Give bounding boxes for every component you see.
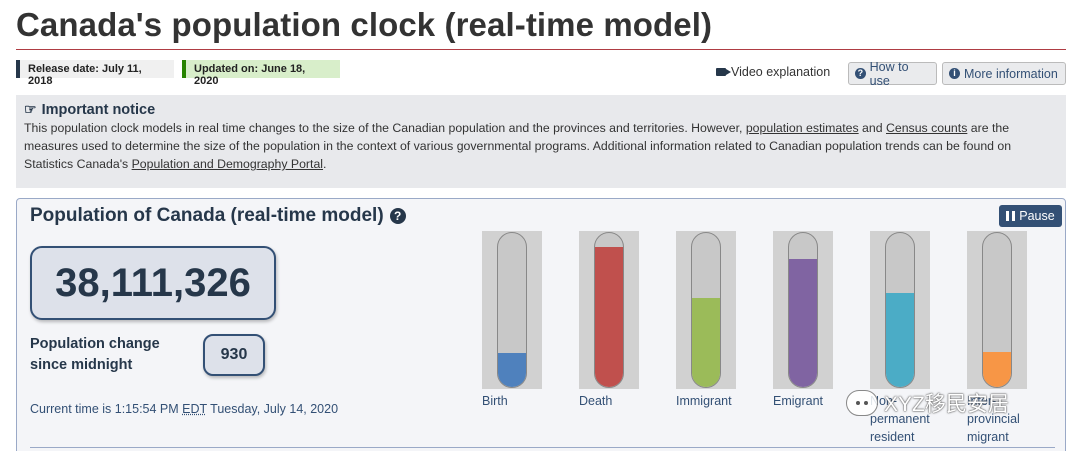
how-to-use-button[interactable]: ? How to use	[848, 59, 937, 88]
gauge-5	[967, 231, 1027, 389]
video-explanation-link[interactable]: Video explanation	[716, 65, 830, 79]
watermark-text: XYZ移民安居	[884, 393, 1009, 416]
pause-label: Pause	[1019, 209, 1055, 223]
gauge-label-line3: migrant	[967, 430, 1009, 444]
population-change-label-line1: Population change	[30, 336, 160, 352]
gauge-label: Emigrant	[773, 392, 823, 410]
population-estimates-link[interactable]: population estimates	[745, 121, 859, 135]
notice-text-1: This population clock models in real tim…	[24, 121, 746, 135]
gauge-label-line2: provincial	[967, 412, 1020, 426]
gauge-label: Immigrant	[676, 392, 732, 410]
gauge-3	[773, 231, 833, 389]
watermark: XYZ移民安居	[846, 388, 1009, 418]
gauge-1	[579, 231, 639, 389]
wechat-logo-icon	[846, 390, 878, 416]
release-date-badge: Release date: July 11, 2018	[16, 60, 174, 87]
notice-text-2: and	[858, 121, 886, 135]
gauge-fill	[789, 259, 817, 387]
population-change-counter: 930	[203, 334, 265, 376]
notice-text-4: .	[323, 157, 327, 171]
notice-text-3: are the measures used to determine the s…	[24, 121, 1012, 171]
more-information-label: More information	[964, 66, 1058, 81]
gauge-label-line1: Inter-	[967, 394, 997, 408]
notice-title: Important notice	[41, 101, 156, 118]
panel-title-text: Population of Canada (real-time model)	[30, 205, 384, 226]
page-title: Canada's population clock (real-time mod…	[16, 6, 713, 43]
pause-button[interactable]: Pause	[999, 205, 1062, 227]
gauge-label-line3: resident	[870, 430, 915, 444]
gauge-tube	[885, 232, 915, 388]
gauge-label-line1: Emigrant	[773, 394, 824, 408]
more-information-button[interactable]: i More information	[942, 62, 1066, 85]
population-counter: 38,111,326	[30, 246, 276, 320]
video-camera-icon	[716, 68, 731, 76]
important-notice: ☞ Important notice This population clock…	[16, 95, 1066, 188]
video-explanation-label: Video explanation	[731, 65, 831, 79]
gauge-label-line2: permanent	[870, 412, 930, 426]
gauge-fill	[498, 353, 526, 387]
gauge-fill	[692, 297, 720, 387]
help-question-icon[interactable]: ?	[389, 208, 406, 224]
current-time: Current time is 1:15:54 PM EDT Tuesday, …	[30, 402, 338, 416]
gauge-label-line1: Death	[579, 394, 613, 408]
current-time-prefix: Current time is 1:15:54 PM	[30, 402, 183, 416]
gauge-label: Inter-provincial migrant	[967, 392, 1020, 446]
population-change-label: Population change since midnight	[30, 334, 160, 376]
time-zone-abbr: EDT	[182, 402, 207, 416]
gauge-4	[870, 231, 930, 389]
gauge-tube	[788, 232, 818, 388]
how-to-use-label: How to use	[869, 59, 909, 88]
gauge-tube	[594, 232, 624, 388]
notice-body: This population clock models in real tim…	[24, 119, 1058, 173]
gauge-fill	[983, 351, 1011, 387]
gauge-fill	[595, 246, 623, 387]
gauge-2	[676, 231, 736, 389]
gauge-tube	[982, 232, 1012, 388]
population-change-label-line2: since midnight	[30, 357, 133, 373]
gauge-label: Death	[579, 392, 612, 410]
gauge-label-line1: Immigrant	[676, 394, 732, 408]
panel-divider	[30, 447, 1055, 448]
hand-pointer-icon: ☞	[24, 101, 37, 117]
gauge-0	[482, 231, 542, 389]
gauge-label: Birth	[482, 392, 508, 410]
info-circle-icon: i	[949, 68, 960, 79]
gauge-fill	[886, 293, 914, 387]
title-divider	[16, 49, 1066, 50]
updated-date-badge: Updated on: June 18, 2020	[182, 60, 340, 87]
question-circle-icon: ?	[855, 68, 866, 79]
population-demography-portal-link[interactable]: Population and Demography Portal	[131, 157, 324, 171]
notice-heading: ☞ Important notice	[24, 101, 1058, 118]
population-clock-panel: Population of Canada (real-time model) ?…	[16, 198, 1066, 451]
panel-title: Population of Canada (real-time model) ?	[30, 205, 406, 227]
current-time-suffix: Tuesday, July 14, 2020	[206, 402, 339, 416]
gauge-tube	[497, 232, 527, 388]
gauge-label-line1: Birth	[482, 394, 508, 408]
gauge-tube	[691, 232, 721, 388]
census-counts-link[interactable]: Census counts	[886, 121, 968, 135]
pause-icon	[1006, 211, 1016, 221]
